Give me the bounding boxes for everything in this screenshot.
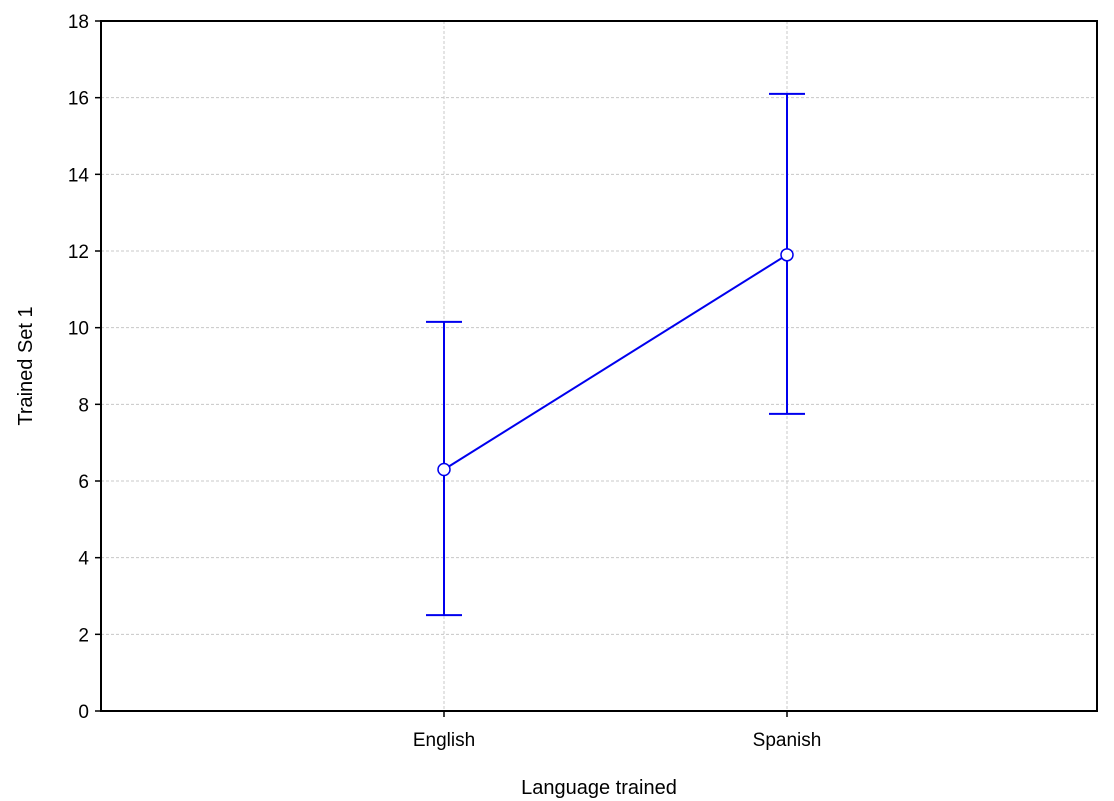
- y-tick-label: 4: [78, 549, 89, 570]
- data-points: [437, 248, 794, 477]
- series-lines: [443, 253, 788, 471]
- y-tick-label: 12: [68, 242, 89, 263]
- y-tick-label: 16: [68, 89, 89, 110]
- y-tick-label: 2: [78, 625, 89, 646]
- data-point: [780, 248, 794, 262]
- y-tick-label: 14: [68, 165, 90, 186]
- y-axis-title: Trained Set 1: [15, 306, 37, 425]
- x-axis-title: Language trained: [521, 777, 677, 799]
- y-tick-label: 18: [68, 12, 89, 33]
- x-tick-label: Spanish: [753, 730, 822, 751]
- y-tick-label: 6: [78, 472, 89, 493]
- data-point: [437, 462, 451, 477]
- x-tick-label: English: [413, 730, 475, 751]
- y-tick-label: 8: [78, 395, 89, 416]
- y-tick-label: 0: [78, 702, 89, 723]
- plot-frame: [100, 20, 1098, 712]
- series-line: [443, 253, 788, 471]
- y-tick-label: 10: [68, 319, 89, 340]
- x-axis: English Spanish: [413, 711, 822, 751]
- y-axis: 0 2 4 6 8 10 12 14 16 18: [68, 12, 101, 723]
